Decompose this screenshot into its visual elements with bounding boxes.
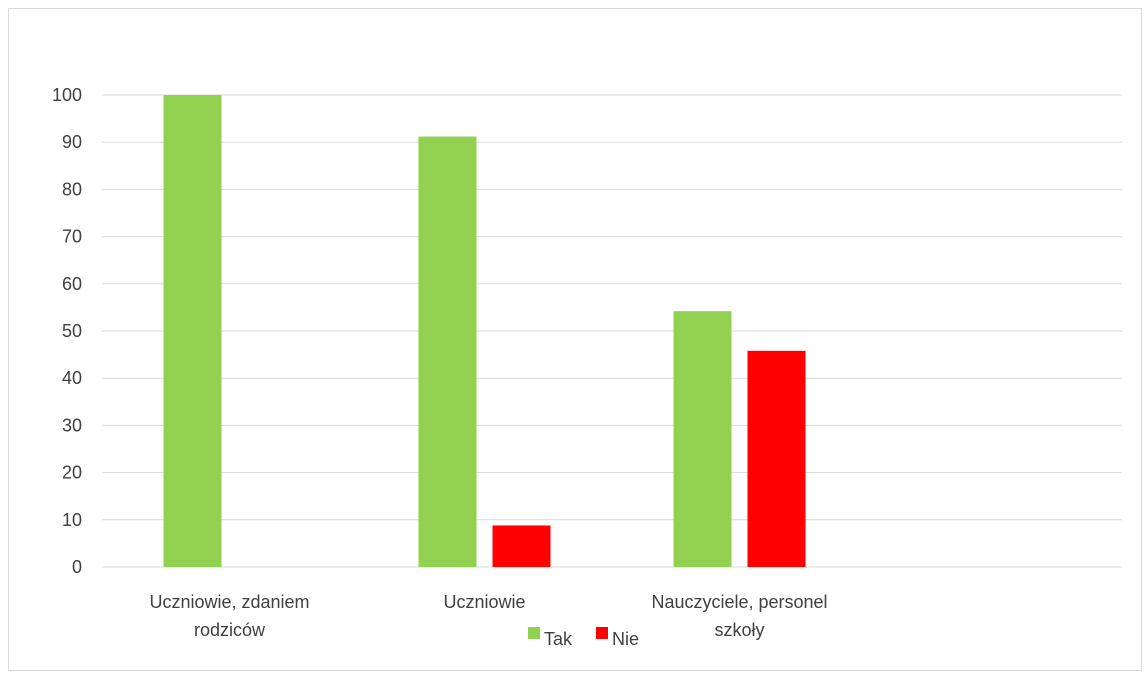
- y-tick-label: 100: [52, 85, 82, 105]
- y-tick-label: 10: [62, 510, 82, 530]
- legend-swatch-nie: [596, 627, 608, 639]
- legend-swatch-tak: [528, 627, 540, 639]
- legend-label-nie: Nie: [612, 629, 639, 649]
- x-category-label: Nauczyciele, personel: [651, 592, 827, 612]
- y-tick-label: 60: [62, 274, 82, 294]
- legend-label-tak: Tak: [544, 629, 573, 649]
- x-category-label: szkoły: [714, 620, 764, 640]
- y-tick-label: 30: [62, 415, 82, 435]
- bar-nie-2: [747, 350, 806, 567]
- legend: Tak Nie: [528, 627, 639, 649]
- y-tick-label: 80: [62, 179, 82, 199]
- x-axis-labels: Uczniowie, zdaniem rodziców Uczniowie Naucz…: [149, 592, 827, 640]
- y-tick-label: 90: [62, 132, 82, 152]
- y-tick-label: 70: [62, 227, 82, 247]
- y-tick-label: 50: [62, 321, 82, 341]
- bar-tak-1: [418, 136, 477, 567]
- x-category-label: Uczniowie: [443, 592, 525, 612]
- x-category-label: Uczniowie, zdaniem: [149, 592, 309, 612]
- y-tick-label: 40: [62, 368, 82, 388]
- bar-tak-2: [673, 311, 732, 567]
- gridlines: [102, 94, 1122, 568]
- y-tick-label: 20: [62, 463, 82, 483]
- y-axis-ticks: 0 10 20 30 40 50 60 70 80 90 100: [52, 85, 82, 577]
- y-tick-label: 0: [72, 557, 82, 577]
- x-category-label: rodziców: [194, 620, 266, 640]
- bar-nie-1: [492, 525, 551, 567]
- bar-tak-0: [163, 95, 222, 567]
- bars: [163, 95, 806, 567]
